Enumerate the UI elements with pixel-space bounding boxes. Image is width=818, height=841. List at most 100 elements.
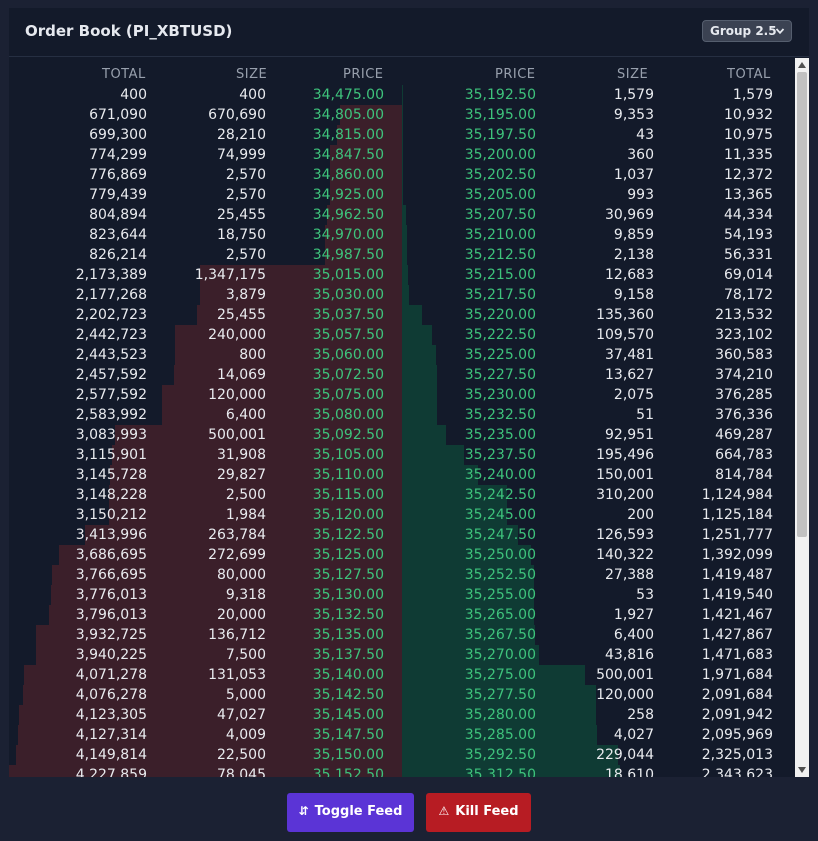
order-book-table: TOTAL SIZE PRICE 400 400 34,475.00 671,090 6… (9, 58, 795, 777)
asks-size-cell: 2,138 (613, 247, 654, 263)
bids-total-cell: 3,940,225 (75, 647, 147, 663)
asks-price-cell: 35,222.50 (464, 327, 536, 343)
bids-price-cell: 34,925.00 (312, 187, 384, 203)
asks-row: 35,265.00 1,927 1,421,467 (402, 605, 795, 625)
bids-size-cell: 3,879 (225, 287, 266, 303)
kill-feed-button[interactable]: ⚠ Kill Feed (426, 793, 531, 832)
bids-depth-bar (9, 765, 402, 777)
bids-size-cell: 78,045 (217, 767, 266, 777)
scrollbar-thumb[interactable] (797, 72, 807, 537)
bids-row: 2,442,723 240,000 35,057.50 (9, 325, 402, 345)
bids-size-cell: 47,027 (217, 707, 266, 723)
asks-price-cell: 35,285.00 (464, 727, 536, 743)
bids-row: 4,123,305 47,027 35,145.00 (9, 705, 402, 725)
asks-price-cell: 35,255.00 (464, 587, 536, 603)
asks-depth-bar (402, 225, 408, 245)
bids-price-cell: 35,147.50 (312, 727, 384, 743)
asks-size-cell: 9,353 (613, 107, 654, 123)
bids-depth-bar (162, 385, 402, 405)
bids-row: 3,686,695 272,699 35,125.00 (9, 545, 402, 565)
bids-price-cell: 35,115.00 (312, 487, 384, 503)
asks-depth-bar (402, 625, 535, 645)
asks-size-cell: 53 (636, 587, 654, 603)
asks-total-cell: 56,331 (724, 247, 773, 263)
asks-row: 35,192.50 1,579 1,579 (402, 85, 795, 105)
bids-price-cell: 34,847.50 (312, 147, 384, 163)
bids-total-cell: 2,577,592 (75, 387, 147, 403)
bids-price-cell: 35,092.50 (312, 427, 384, 443)
bids-depth-bar (18, 725, 402, 745)
asks-row: 35,232.50 51 376,336 (402, 405, 795, 425)
bids-size-cell: 670,690 (208, 107, 266, 123)
asks-row: 35,207.50 30,969 44,334 (402, 205, 795, 225)
bids-total-cell: 774,299 (89, 147, 147, 163)
asks-price-cell: 35,235.00 (464, 427, 536, 443)
bids-row: 3,940,225 7,500 35,137.50 (9, 645, 402, 665)
asks-row: 35,227.50 13,627 374,210 (402, 365, 795, 385)
asks-size-cell: 6,400 (613, 627, 654, 643)
bids-size-cell: 22,500 (217, 747, 266, 763)
bids-size-cell: 4,009 (225, 727, 266, 743)
asks-total-cell: 360,583 (715, 347, 773, 363)
bids-depth-bar (109, 465, 402, 485)
asks-price-cell: 35,247.50 (464, 527, 536, 543)
asks-price-cell: 35,230.00 (464, 387, 536, 403)
bids-depth-bar (330, 145, 402, 165)
bids-total-cell: 4,227,859 (75, 767, 147, 777)
bids-total-cell: 3,776,013 (75, 587, 147, 603)
asks-row: 35,195.00 9,353 10,932 (402, 105, 795, 125)
asks-price-cell: 35,210.00 (464, 227, 536, 243)
asks-depth-bar (402, 425, 446, 445)
asks-row: 35,222.50 109,570 323,102 (402, 325, 795, 345)
asks-depth-bar (402, 185, 404, 205)
asks-size-cell: 140,322 (596, 547, 654, 563)
bids-total-cell: 804,894 (89, 207, 147, 223)
bids-row: 2,443,523 800 35,060.00 (9, 345, 402, 365)
asks-total-cell: 69,014 (724, 267, 773, 283)
asks-price-cell: 35,280.00 (464, 707, 536, 723)
bids-price-cell: 35,075.00 (312, 387, 384, 403)
bids-total-cell: 2,173,389 (75, 267, 147, 283)
bids-total-cell: 3,150,212 (75, 507, 147, 523)
scroll-down-arrow-icon[interactable] (798, 767, 806, 773)
bids-total-cell: 3,115,901 (75, 447, 147, 463)
asks-price-cell: 35,217.50 (464, 287, 536, 303)
group-select[interactable]: Group 2.5 (702, 20, 792, 42)
bids-total-cell: 823,644 (89, 227, 147, 243)
asks-price-cell: 35,232.50 (464, 407, 536, 423)
asks-row: 35,197.50 43 10,975 (402, 125, 795, 145)
bids-depth-bar (49, 605, 402, 625)
asks-depth-bar (402, 485, 507, 505)
bids-price-cell: 35,152.50 (312, 767, 384, 777)
asks-size-cell: 258 (627, 707, 654, 723)
asks-row: 35,270.00 43,816 1,471,683 (402, 645, 795, 665)
bids-total-cell: 2,583,992 (75, 407, 147, 423)
asks-row: 35,217.50 9,158 78,172 (402, 285, 795, 305)
bids-total-cell: 3,413,996 (75, 527, 147, 543)
bids-row: 4,076,278 5,000 35,142.50 (9, 685, 402, 705)
bids-total-cell: 400 (120, 87, 147, 103)
bids-size-cell: 28,210 (217, 127, 266, 143)
asks-row: 35,215.00 12,683 69,014 (402, 265, 795, 285)
scroll-up-arrow-icon[interactable] (798, 62, 806, 68)
bids-row: 3,932,725 136,712 35,135.00 (9, 625, 402, 645)
asks-row: 35,235.00 92,951 469,287 (402, 425, 795, 445)
bids-depth-bar (161, 405, 402, 425)
bids-depth-bar (16, 745, 402, 765)
bids-row: 3,766,695 80,000 35,127.50 (9, 565, 402, 585)
asks-price-cell: 35,240.00 (464, 467, 536, 483)
asks-depth-bar (402, 685, 597, 705)
asks-total-cell: 1,421,467 (701, 607, 773, 623)
asks-row: 35,255.00 53 1,419,540 (402, 585, 795, 605)
asks-depth-bar (402, 305, 422, 325)
asks-size-cell: 120,000 (596, 687, 654, 703)
bids-row: 699,300 28,210 34,815.00 (9, 125, 402, 145)
asks-size-cell: 30,969 (605, 207, 654, 223)
toggle-feed-button[interactable]: ⇵ Toggle Feed (287, 793, 414, 832)
order-book-scrollbar[interactable] (795, 58, 809, 777)
bids-size-cell: 120,000 (208, 387, 266, 403)
asks-depth-bar (402, 265, 409, 285)
kill-feed-label: Kill Feed (455, 804, 519, 819)
asks-size-cell: 37,481 (605, 347, 654, 363)
asks-depth-bar (402, 605, 535, 625)
